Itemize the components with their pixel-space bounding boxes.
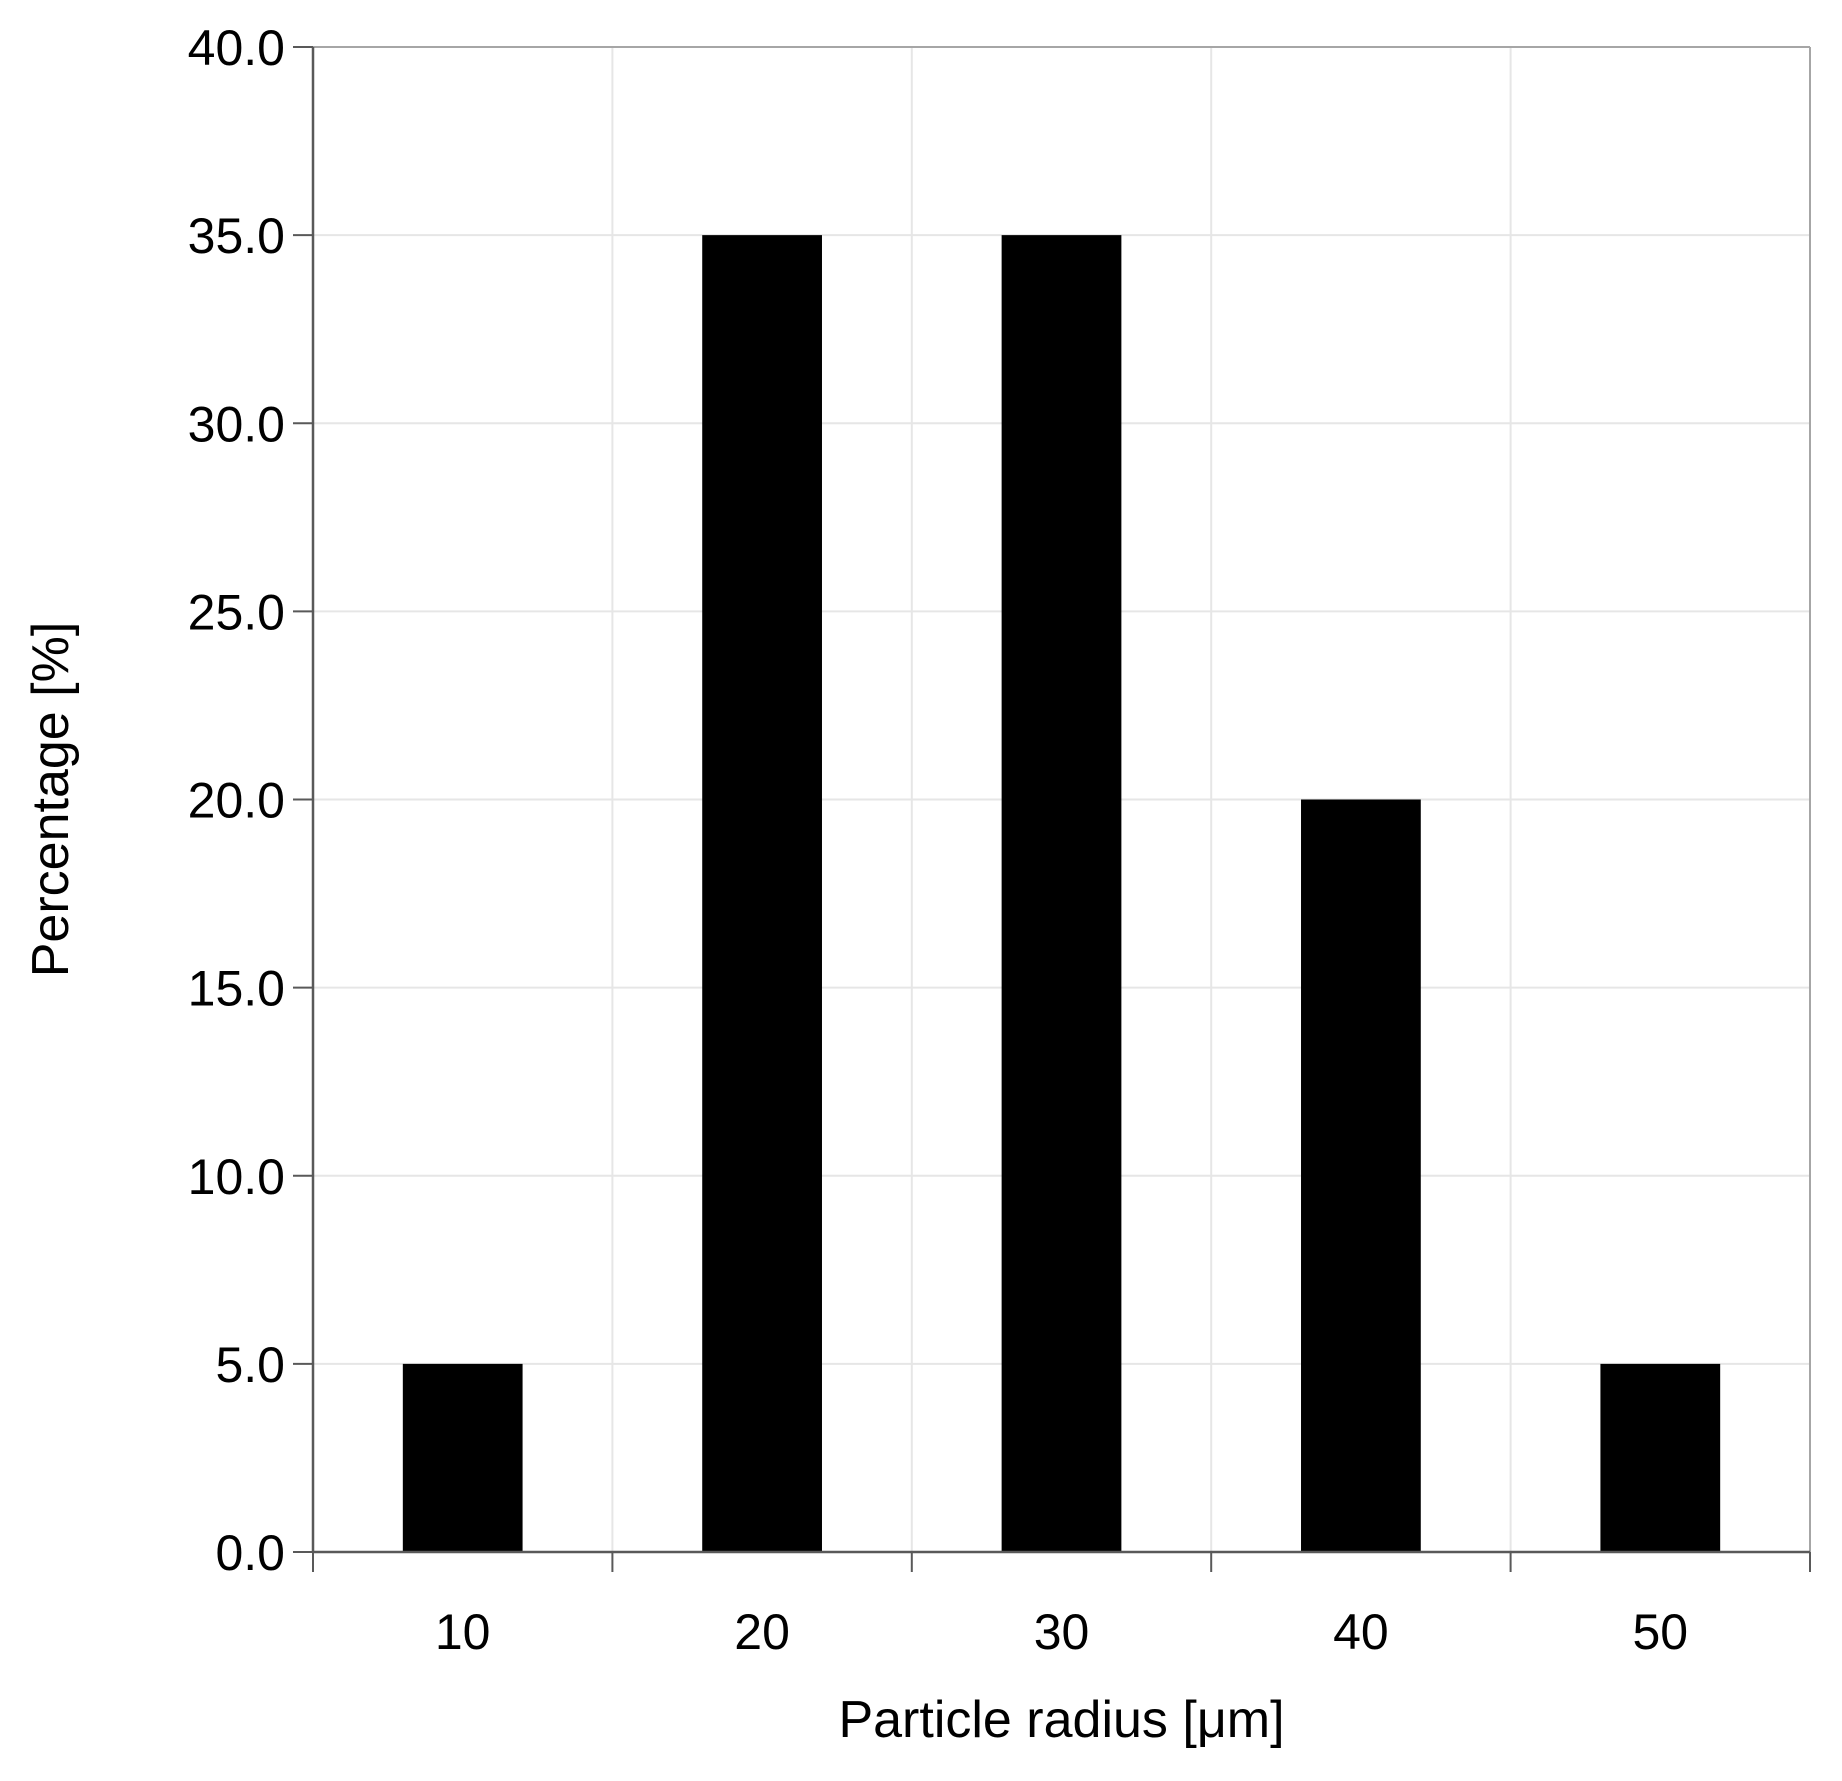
x-tick-label: 30 (1034, 1604, 1090, 1660)
y-tick-label: 10.0 (188, 1149, 285, 1205)
x-tick-label: 20 (734, 1604, 790, 1660)
bars (402, 235, 1721, 1552)
y-tick-label: 25.0 (188, 584, 285, 640)
y-tick-label: 0.0 (215, 1525, 285, 1581)
x-tick-label: 50 (1632, 1604, 1688, 1660)
x-axis-title: Particle radius [μm] (838, 1691, 1284, 1749)
x-tick-label: 40 (1333, 1604, 1389, 1660)
bar (1001, 235, 1122, 1552)
y-tick-labels: 0.0 5.0 10.0 15.0 20.0 25.0 30.0 35.0 40.0 (188, 20, 285, 1581)
y-tick-label: 35.0 (188, 208, 285, 264)
y-tick-label: 40.0 (188, 20, 285, 76)
bar (1301, 799, 1421, 1552)
y-tick-label: 30.0 (188, 396, 285, 452)
bar (1600, 1363, 1721, 1552)
x-tick-label: 10 (435, 1604, 491, 1660)
x-tick-labels: 10 20 30 40 50 (435, 1604, 1688, 1660)
y-tick-label: 5.0 (215, 1337, 285, 1393)
y-tick-label: 15.0 (188, 961, 285, 1017)
bar (702, 235, 822, 1552)
y-tick-label: 20.0 (188, 773, 285, 829)
y-axis-title: Percentage [%] (22, 622, 80, 978)
bar (402, 1363, 523, 1552)
axes (293, 46, 1811, 1572)
